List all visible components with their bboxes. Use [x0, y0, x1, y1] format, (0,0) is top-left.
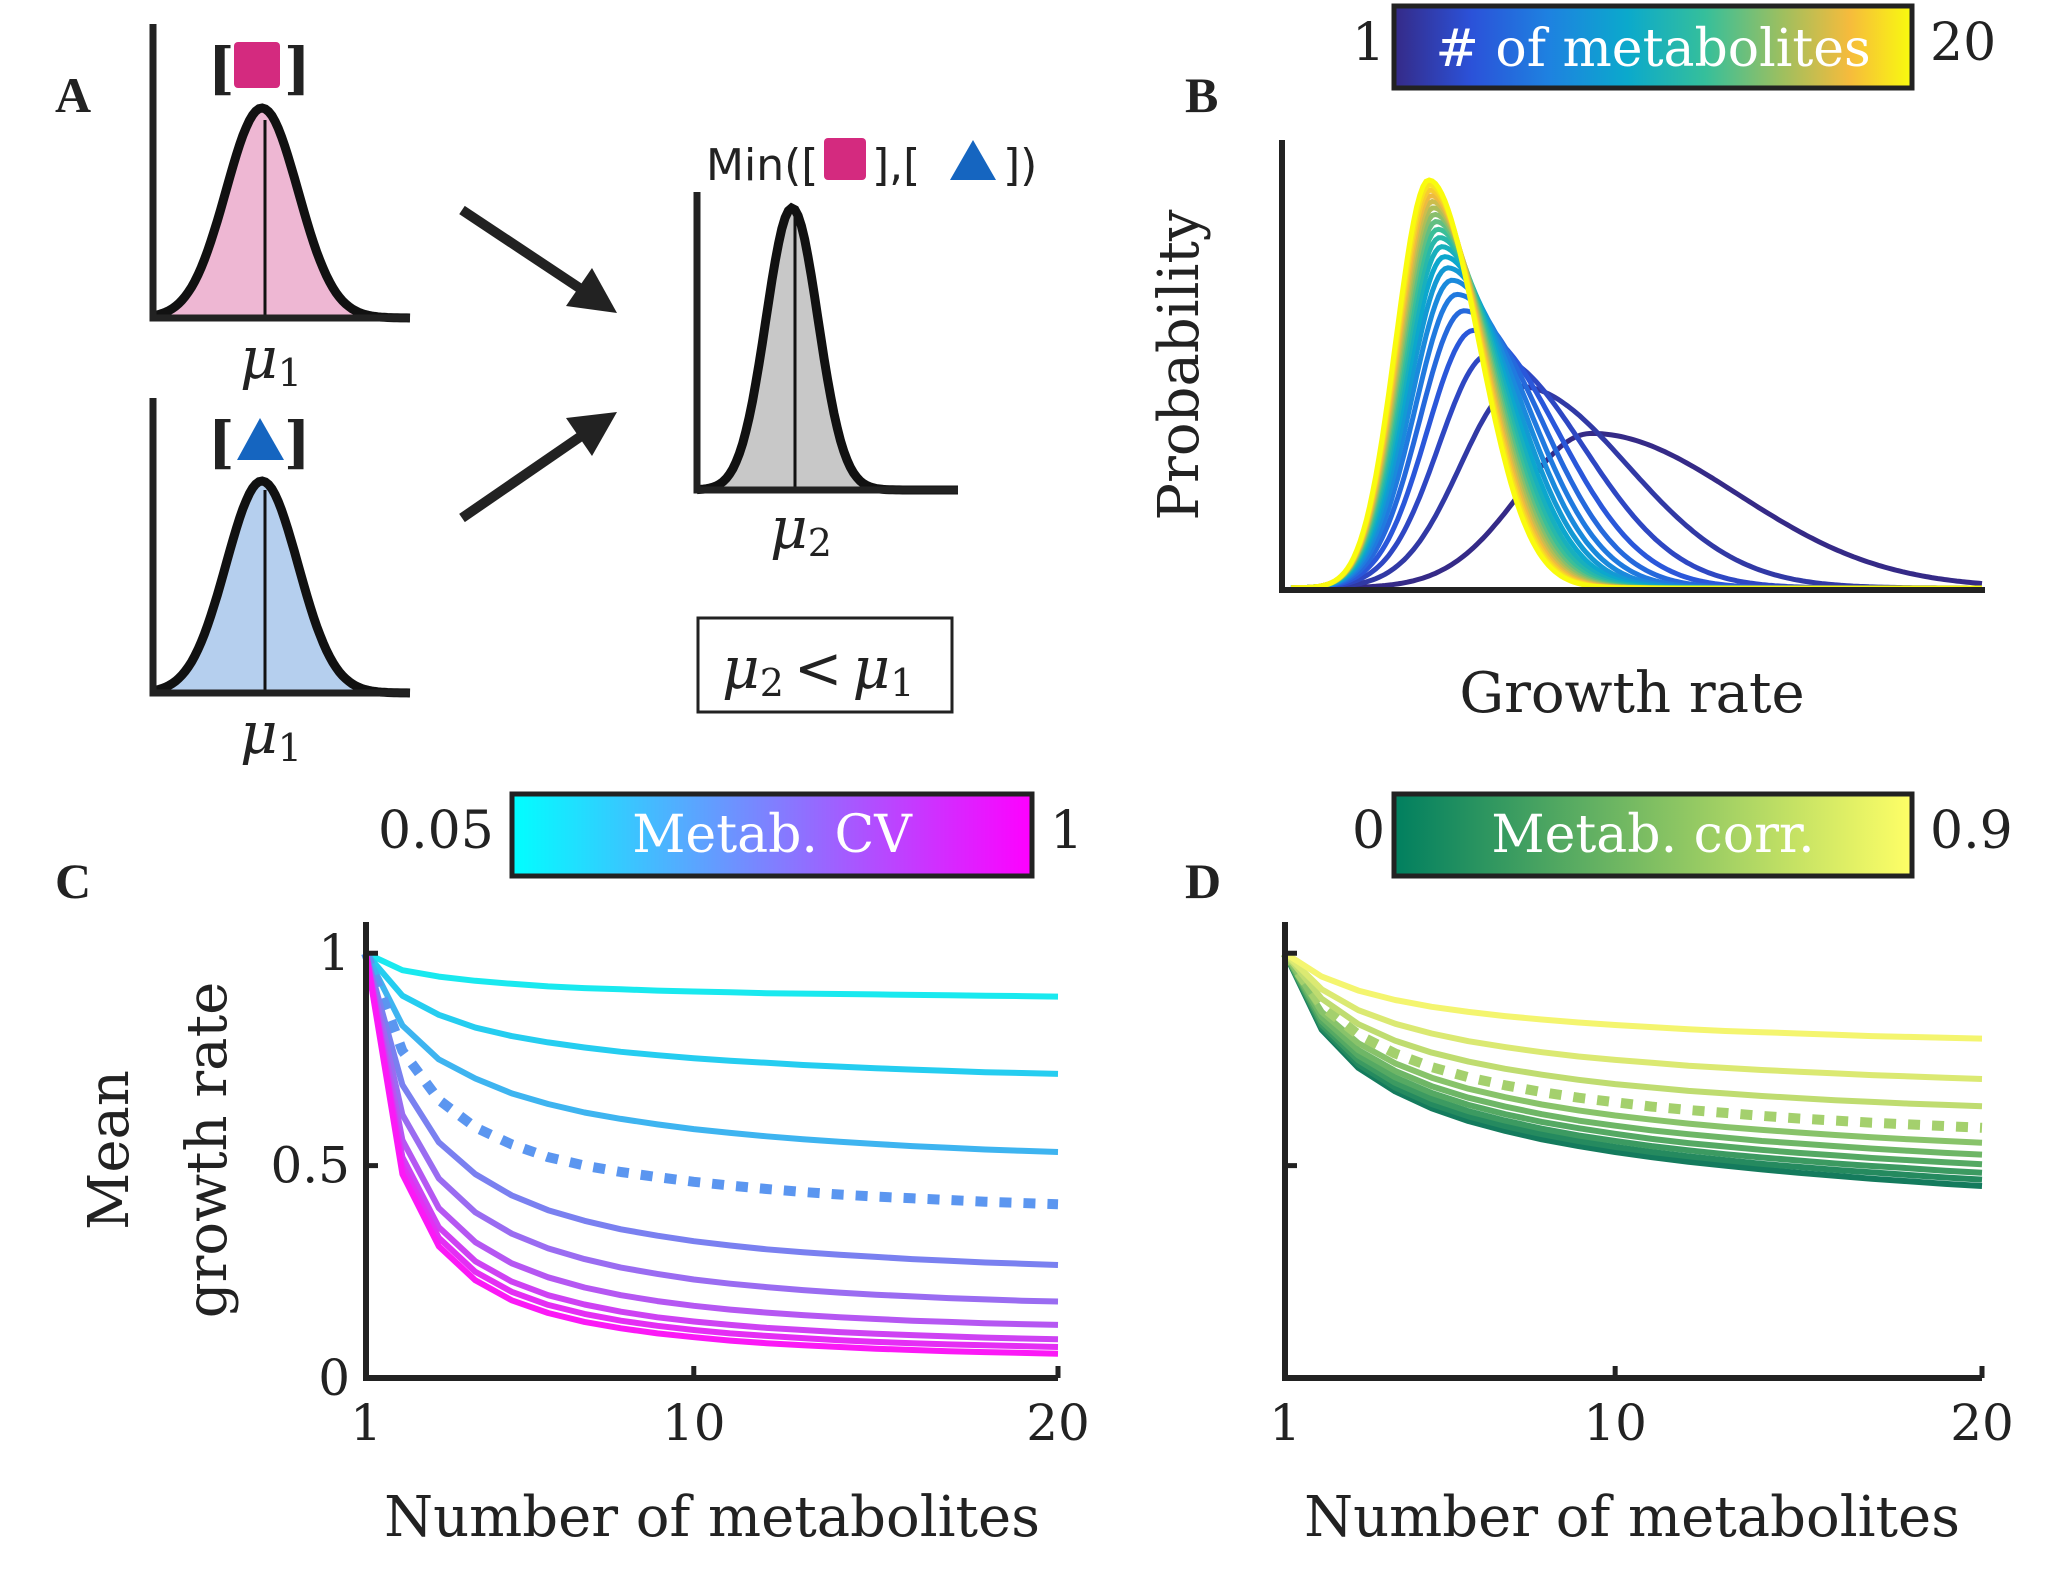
xlabel-b: Growth rate [1459, 661, 1804, 726]
colorbar-b-label: # of metabolites [1435, 19, 1870, 79]
ylabel-c-line1: Mean [77, 1070, 142, 1230]
series-line-4 [361, 951, 1059, 1210]
plot-b-lines [1290, 177, 1983, 591]
series-line-6 [363, 952, 1059, 1305]
pink-axes [149, 24, 410, 322]
plot-c-lines [361, 950, 1059, 1357]
pink-bracket-open: [ [208, 36, 235, 102]
plot-d: 1 10 20 Number of metabolites [1269, 922, 2014, 1550]
series-line-9 [363, 952, 1059, 1350]
blue-curve-fill [153, 481, 410, 693]
series-line-3 [363, 951, 1059, 1155]
series-line-5 [363, 952, 1059, 1268]
ticks-d: 1 10 20 [1269, 950, 2014, 1452]
min-label-end: ]) [1003, 140, 1037, 191]
plot-b: Growth rate Probability [1147, 140, 1985, 726]
panel-c: C 0.05 Metab. CV 1 1 10 20 0 0.5 1 Number of … [55, 791, 1090, 1550]
ylabel-c-line2: growth rate [175, 982, 240, 1318]
pink-bracket-close: ] [284, 36, 311, 102]
colorbar-c-label: Metab. CV [632, 805, 913, 865]
series-line-10 [363, 952, 1059, 1357]
series-line-5 [1282, 951, 1983, 1158]
colorbar-b: 1 # of metabolites 20 [1352, 3, 1996, 91]
colorbar-d: 0 Metab. corr. 0.9 [1352, 791, 2013, 879]
blue-distribution: [ ] μ1 [149, 398, 411, 770]
series-line-2 [363, 951, 1059, 1077]
series-line-8 [1282, 951, 1983, 1110]
panel-letter-b: B [1185, 67, 1218, 123]
min-label: Min([ [706, 140, 818, 191]
inequality-label: μ2 < μ1 [722, 634, 914, 705]
ticks-c: 1 10 20 0 0.5 1 [270, 924, 1089, 1452]
panel-letter-a: A [55, 67, 91, 123]
colorbar-c: 0.05 Metab. CV 1 [378, 791, 1083, 879]
blue-bracket-open: [ [208, 410, 235, 476]
series-line-3 [1282, 951, 1983, 1176]
series-line-2 [1282, 951, 1983, 1183]
axes-b [1279, 140, 1985, 593]
colorbar-b-min: 1 [1352, 13, 1385, 73]
xtick-label-c: 1 [350, 1394, 382, 1452]
plot-c: 1 10 20 0 0.5 1 Number of metabolites Mean gr… [77, 922, 1090, 1550]
pink-distribution: [ ] μ1 [149, 24, 411, 395]
colorbar-d-gradient [1391, 791, 1915, 879]
ytick-label-c: 0 [318, 1349, 350, 1407]
pink-curve-fill [153, 108, 410, 318]
min-triangle-icon [950, 140, 996, 180]
xtick-label-d: 1 [1269, 1394, 1301, 1452]
blue-bracket-close: ] [284, 410, 311, 476]
xtick-label-d: 10 [1583, 1394, 1647, 1452]
xtick-label-c: 20 [1026, 1394, 1090, 1452]
inequality-box [696, 616, 954, 714]
min-square-icon [824, 138, 866, 180]
colorbar-c-max: 1 [1050, 801, 1083, 861]
colorbar-d-min: 0 [1352, 801, 1385, 861]
colorbar-d-label: Metab. corr. [1491, 805, 1814, 865]
mu2-label: μ2 [770, 494, 832, 565]
min-label-mid: ],[ [872, 140, 920, 191]
panel-letter-c: C [55, 853, 91, 909]
colorbar-c-min: 0.05 [378, 801, 494, 861]
plot-d-lines [1280, 950, 1983, 1189]
gray-axes [693, 192, 958, 494]
colorbar-b-gradient [1391, 3, 1915, 91]
panel-b: B 1 # of metabolites 20 Growth rate Prob… [1147, 3, 1996, 726]
min-distribution: Min([ ],[ ]) μ2 μ2 < μ1 [693, 138, 1037, 714]
triangle-icon [237, 418, 284, 460]
square-icon [234, 42, 280, 88]
series-line-10 [1283, 950, 1983, 1042]
xlabel-d: Number of metabolites [1304, 1485, 1960, 1550]
arrow-icon [459, 205, 617, 523]
series-line-8 [363, 952, 1059, 1343]
mu1-top-label: μ1 [240, 324, 302, 395]
series-line-9 [1282, 951, 1983, 1082]
panel-a: A [ ] μ1 [ ] μ1 [55, 24, 1037, 770]
xtick-label-c: 10 [662, 1394, 726, 1452]
panel-letter-d: D [1185, 853, 1221, 909]
series-line-7 [1280, 950, 1983, 1133]
series-line-n1 [1291, 430, 1983, 591]
series-line-1 [1282, 951, 1983, 1189]
colorbar-b-max: 20 [1930, 13, 1996, 73]
xlabel-c: Number of metabolites [384, 1485, 1040, 1550]
colorbar-c-gradient [509, 791, 1035, 879]
series-line-4 [1282, 951, 1983, 1168]
colorbar-d-max: 0.9 [1930, 801, 2013, 861]
mu1-bottom-label: μ1 [240, 699, 302, 770]
ytick-label-c: 1 [318, 924, 350, 982]
series-line-1 [364, 950, 1059, 1000]
series-line-7 [363, 952, 1059, 1328]
ylabel-b: Probability [1147, 209, 1212, 520]
panel-d: D 0 Metab. corr. 0.9 1 10 20 Number of met… [1185, 791, 2014, 1550]
series-line-6 [1282, 951, 1983, 1146]
xtick-label-d: 20 [1950, 1394, 2014, 1452]
blue-axes [149, 398, 410, 697]
gray-curve-fill [697, 208, 958, 490]
ytick-label-c: 0.5 [270, 1137, 350, 1195]
